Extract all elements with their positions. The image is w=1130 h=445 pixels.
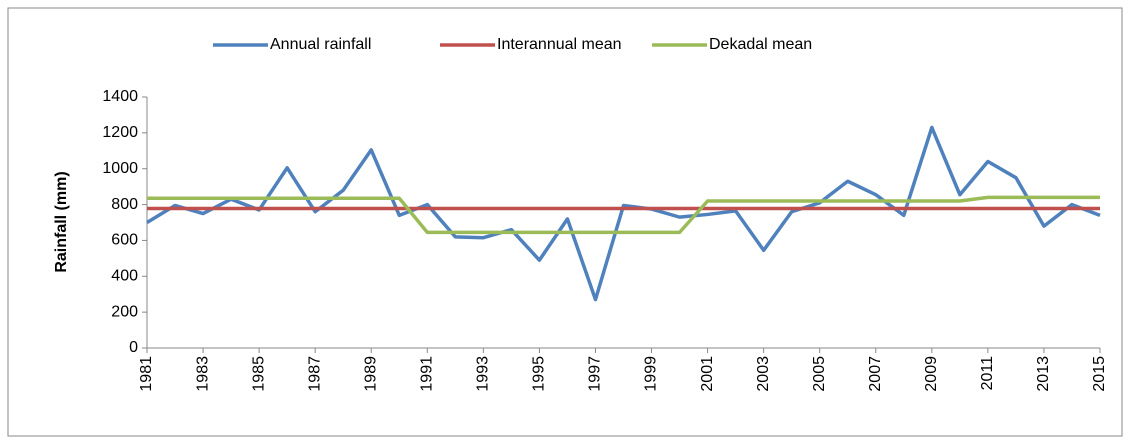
y-axis-label: Rainfall (mm) [53, 171, 70, 272]
x-tick-label: 1991 [419, 356, 436, 392]
x-tick-label: 1983 [194, 356, 211, 392]
x-tick-label: 1985 [250, 356, 267, 392]
legend-label: Dekadal mean [709, 36, 812, 53]
x-tick-label: 1981 [138, 356, 155, 392]
x-tick-label: 1999 [643, 356, 660, 392]
x-tick-label: 1995 [531, 356, 548, 392]
x-tick-label: 2009 [923, 356, 940, 392]
x-tick-label: 2011 [979, 356, 996, 391]
x-tick-label: 2015 [1091, 356, 1108, 392]
y-tick-label: 200 [111, 303, 138, 320]
x-tick-label: 1989 [362, 356, 379, 392]
y-tick-label: 1000 [102, 160, 138, 177]
legend-label: Annual rainfall [270, 36, 371, 53]
legend-label: Interannual mean [497, 36, 622, 53]
y-tick-label: 800 [111, 196, 138, 213]
x-tick-label: 2005 [811, 356, 828, 392]
x-tick-label: 1987 [306, 356, 323, 392]
y-tick-label: 0 [129, 339, 138, 356]
x-tick-label: 1993 [475, 356, 492, 392]
x-tick-label: 2001 [699, 356, 716, 392]
y-tick-label: 1200 [102, 124, 138, 141]
series-line [147, 195, 1100, 235]
x-tick-label: 2003 [755, 356, 772, 392]
y-tick-label: 600 [111, 232, 138, 249]
y-tick-label: 400 [111, 268, 138, 285]
x-tick-label: 2013 [1035, 356, 1052, 392]
y-tick-label: 1400 [102, 88, 138, 105]
x-tick-label: 2007 [867, 356, 884, 392]
x-tick-label: 1997 [587, 356, 604, 392]
